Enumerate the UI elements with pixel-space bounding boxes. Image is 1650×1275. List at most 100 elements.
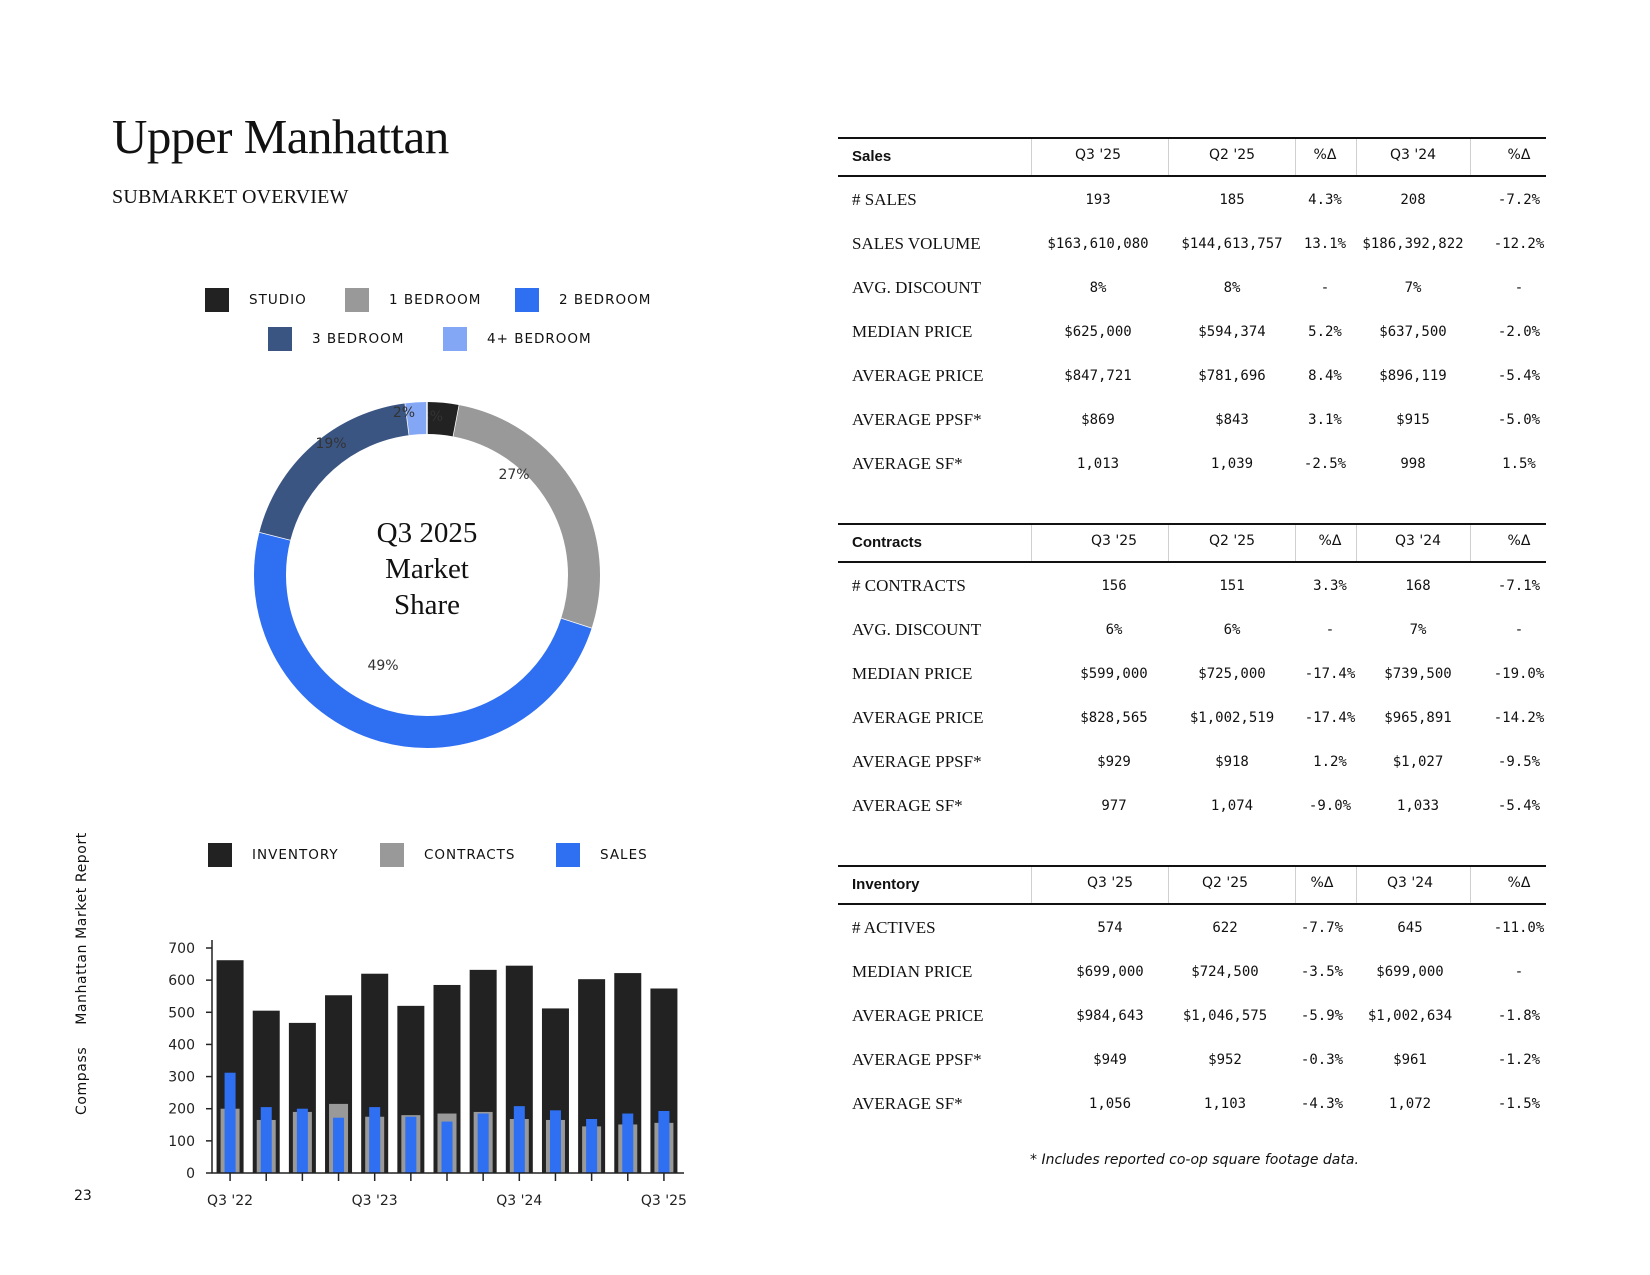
bar-sales bbox=[296, 1108, 308, 1173]
row-label: MEDIAN PRICE bbox=[852, 962, 973, 981]
table-row: SALES VOLUME $163,610,080 $144,613,757 13.1… bbox=[838, 221, 1546, 265]
table-cell: $961 bbox=[1393, 1052, 1427, 1068]
table-cell: $144,613,757 bbox=[1181, 236, 1283, 252]
bar-sales bbox=[224, 1072, 236, 1173]
column-header: %Δ bbox=[1310, 875, 1334, 891]
legend-item-4-bedroom: 4+ BEDROOM bbox=[443, 327, 592, 351]
table-cell: -17.4% bbox=[1304, 710, 1356, 726]
table-cell: -9.5% bbox=[1497, 754, 1541, 770]
table-cell: 1,056 bbox=[1088, 1096, 1132, 1112]
table-cell: $724,500 bbox=[1191, 964, 1259, 980]
table-cell: 977 bbox=[1101, 798, 1127, 814]
table-cell: - bbox=[1514, 964, 1524, 980]
table-row: # ACTIVES 574 622 -7.7% 645 -11.0% bbox=[838, 905, 1546, 949]
table-cell: $725,000 bbox=[1198, 666, 1266, 682]
table-cell: $965,891 bbox=[1384, 710, 1452, 726]
legend-label: 4+ BEDROOM bbox=[487, 331, 592, 347]
table-cell: - bbox=[1320, 280, 1330, 296]
donut-data-label: 19% bbox=[315, 436, 346, 452]
legend-label: 1 BEDROOM bbox=[389, 292, 482, 308]
donut-data-label: 49% bbox=[367, 658, 398, 674]
column-divider bbox=[1168, 525, 1169, 561]
table-cell: 1,072 bbox=[1388, 1096, 1432, 1112]
table-cell: $918 bbox=[1215, 754, 1249, 770]
table-cell: $1,027 bbox=[1392, 754, 1444, 770]
table-cell: -2.0% bbox=[1497, 324, 1541, 340]
bar-sales bbox=[369, 1107, 381, 1173]
table-row: AVERAGE SF* 1,056 1,103 -4.3% 1,072 -1.5% bbox=[838, 1081, 1546, 1125]
donut-separator bbox=[560, 617, 592, 630]
y-tick-label: 100 bbox=[168, 1134, 195, 1150]
table-cell: 1,074 bbox=[1210, 798, 1254, 814]
legend-swatch bbox=[268, 327, 292, 351]
table-cell: -12.2% bbox=[1493, 236, 1545, 252]
y-tick-label: 600 bbox=[168, 973, 195, 989]
bar-sales bbox=[405, 1116, 417, 1173]
legend-label: 2 BEDROOM bbox=[559, 292, 652, 308]
column-header: %Δ bbox=[1507, 533, 1531, 549]
row-label: AVERAGE SF* bbox=[852, 1094, 963, 1113]
table-cell: -0.3% bbox=[1300, 1052, 1344, 1068]
x-tick-label: Q3 '24 bbox=[496, 1193, 542, 1209]
quarterly-bar-chart: 0 100 200 300 400 500 600 700 Q3 '22 Q3 '23 Q3 '24… bbox=[168, 940, 687, 1209]
table-row: AVG. DISCOUNT 8% 8% - 7% - bbox=[838, 265, 1546, 309]
column-divider bbox=[1168, 139, 1169, 175]
table-cell: - bbox=[1514, 280, 1524, 296]
donut-center-title: Market bbox=[385, 553, 469, 585]
table-cell: $186,392,822 bbox=[1362, 236, 1464, 252]
table-cell: -14.2% bbox=[1493, 710, 1545, 726]
inventory-table: Inventory Q3 '25 Q2 '25 %Δ Q3 '24 %Δ # ACTIVES… bbox=[838, 865, 1546, 1125]
column-header: Q3 '24 bbox=[1386, 875, 1434, 891]
column-divider bbox=[1295, 525, 1296, 561]
row-label: SALES VOLUME bbox=[852, 234, 981, 253]
column-divider bbox=[1295, 867, 1296, 903]
footnote: * Includes reported co-op square footage… bbox=[1030, 1152, 1359, 1168]
table-cell: $929 bbox=[1097, 754, 1131, 770]
row-label: # ACTIVES bbox=[852, 918, 936, 937]
table-cell: 208 bbox=[1400, 192, 1426, 208]
y-tick-label: 500 bbox=[168, 1005, 195, 1021]
donut-slice-3-bedroom bbox=[259, 403, 410, 541]
column-divider bbox=[1031, 867, 1032, 903]
table-cell: 5.2% bbox=[1308, 324, 1342, 340]
table-cell: -5.4% bbox=[1497, 368, 1541, 384]
column-divider bbox=[1031, 525, 1032, 561]
page-subtitle: SUBMARKET OVERVIEW bbox=[112, 186, 349, 208]
table-cell: $915 bbox=[1396, 412, 1430, 428]
column-header: %Δ bbox=[1318, 533, 1342, 549]
legend-label: CONTRACTS bbox=[424, 847, 516, 863]
table-cell: $828,565 bbox=[1080, 710, 1148, 726]
table-cell: $739,500 bbox=[1384, 666, 1452, 682]
table-cell: $1,046,575 bbox=[1182, 1008, 1268, 1024]
donut-center-title: Share bbox=[394, 589, 460, 621]
bar-sales bbox=[622, 1113, 634, 1173]
legend-item-2-bedroom: 2 BEDROOM bbox=[515, 288, 651, 312]
table-cell: 1,103 bbox=[1203, 1096, 1247, 1112]
row-label: AVERAGE SF* bbox=[852, 454, 963, 473]
page-number: 23 bbox=[74, 1188, 92, 1204]
legend-label: STUDIO bbox=[249, 292, 307, 308]
table-cell: $699,000 bbox=[1376, 964, 1444, 980]
table-cell: $1,002,519 bbox=[1189, 710, 1275, 726]
column-header: Q3 '25 bbox=[1090, 533, 1138, 549]
legend-item-contracts: CONTRACTS bbox=[380, 843, 515, 867]
legend-swatch bbox=[443, 327, 467, 351]
table-cell: -17.4% bbox=[1304, 666, 1356, 682]
table-cell: 1,013 bbox=[1076, 456, 1120, 472]
table-cell: 1.2% bbox=[1313, 754, 1347, 770]
table-row: AVERAGE PPSF* $869 $843 3.1% $915 -5.0% bbox=[838, 397, 1546, 441]
table-cell: $843 bbox=[1215, 412, 1249, 428]
brand-name: Compass bbox=[74, 1046, 90, 1115]
y-tick-label: 700 bbox=[168, 941, 195, 957]
x-tick-label: Q3 '22 bbox=[207, 1193, 253, 1209]
table-row: AVERAGE PRICE $984,643 $1,046,575 -5.9% $1,0… bbox=[838, 993, 1546, 1037]
donut-center-title: Q3 2025 bbox=[377, 517, 478, 549]
column-header: Q2 '25 bbox=[1208, 533, 1256, 549]
y-tick-label: 400 bbox=[168, 1037, 195, 1053]
table-cell: 1,039 bbox=[1210, 456, 1254, 472]
column-divider bbox=[1168, 867, 1169, 903]
row-label: AVERAGE PRICE bbox=[852, 708, 984, 727]
legend-item-sales: SALES bbox=[556, 843, 648, 867]
table-cell: 8.4% bbox=[1308, 368, 1342, 384]
table-cell: -4.3% bbox=[1300, 1096, 1344, 1112]
